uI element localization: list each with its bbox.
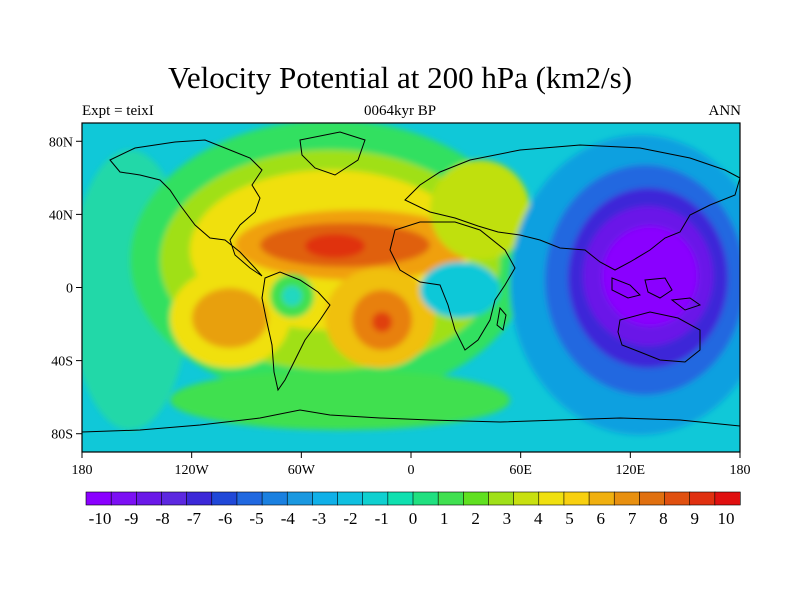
lon-tick-label: 60W <box>288 463 316 478</box>
lon-tick-label: 180 <box>72 463 93 478</box>
colorbar-swatch <box>513 491 540 506</box>
season-label: ANN <box>708 103 742 119</box>
coastlines <box>82 131 740 433</box>
colorbar-swatch <box>261 491 288 506</box>
lon-tick-label: 0 <box>408 463 415 478</box>
coast-antarctica <box>82 409 740 433</box>
colorbar-swatch <box>538 491 565 506</box>
colorbar-swatch <box>387 491 414 506</box>
colorbar-label: 3 <box>503 509 512 528</box>
colorbar-swatch <box>488 491 515 506</box>
colorbar-swatch <box>412 491 439 506</box>
coast-australia <box>617 311 701 363</box>
axis-ticks: 180 120W 60W 0 60E 120E 180 80N 40N 0 40S 80S <box>49 135 751 478</box>
colorbar-label: -5 <box>249 509 263 528</box>
colorbar-swatch <box>714 491 741 506</box>
colorbar-swatch <box>588 491 615 506</box>
colorbar-label: 2 <box>471 509 480 528</box>
colorbar-swatch <box>613 491 640 506</box>
lon-tick-label: 60E <box>509 463 532 478</box>
colorbar-swatch <box>463 491 490 506</box>
coast-north-america <box>109 139 263 277</box>
colorbar-label: 7 <box>628 509 637 528</box>
colorbar-label: 1 <box>440 509 449 528</box>
lat-tick-label: 40S <box>51 355 73 370</box>
time-label: 0064kyr BP <box>363 103 437 119</box>
colorbar-swatch <box>236 491 263 506</box>
coast-madagascar <box>496 306 507 331</box>
colorbar-label: -10 <box>89 509 112 528</box>
colorbar-label: -2 <box>343 509 357 528</box>
coast-eurasia <box>404 144 740 271</box>
colorbar-label: -1 <box>375 509 389 528</box>
colorbar-swatch <box>161 491 188 506</box>
colorbar-label: -8 <box>156 509 170 528</box>
lat-tick-label: 40N <box>49 208 73 223</box>
lat-tick-label: 80S <box>51 428 73 443</box>
experiment-label: Expt = teixI <box>82 103 154 119</box>
colorbar-label: 4 <box>534 509 543 528</box>
colorbar-swatch <box>110 491 137 506</box>
lon-tick-label: 120W <box>175 463 210 478</box>
map-title: Velocity Potential at 200 hPa (km2/s) <box>167 60 633 95</box>
colorbar-swatch <box>639 491 666 506</box>
lon-tick-label: 180 <box>730 463 751 478</box>
colorbar-label: -3 <box>312 509 326 528</box>
colorbar-label: 10 <box>718 509 735 528</box>
colorbar-swatch <box>312 491 339 506</box>
lon-tick-label: 120E <box>616 463 646 478</box>
lat-tick-label: 80N <box>49 135 73 150</box>
colorbar: -10 -9 -8 -7 -6 -5 -4 -3 -2 -1 0 1 2 3 4 5 6 7 8 9 10 <box>85 491 741 528</box>
colorbar-swatch <box>85 491 112 506</box>
coast-greenland <box>299 131 366 176</box>
colorbar-label: 5 <box>565 509 574 528</box>
colorbar-label: -7 <box>187 509 202 528</box>
colorbar-swatch <box>437 491 464 506</box>
colorbar-label: -6 <box>218 509 232 528</box>
field-layer <box>82 123 740 452</box>
colorbar-swatch <box>286 491 313 506</box>
colorbar-swatch <box>689 491 716 506</box>
colorbar-swatch <box>337 491 364 506</box>
colorbar-swatch <box>186 491 213 506</box>
coast-south-america <box>261 271 331 392</box>
colorbar-swatch <box>664 491 691 506</box>
colorbar-swatch <box>136 491 163 506</box>
colorbar-swatch <box>563 491 590 506</box>
colorbar-label: -9 <box>124 509 138 528</box>
colorbar-swatch <box>362 491 389 506</box>
colorbar-label: 8 <box>659 509 668 528</box>
colorbar-swatch <box>211 491 238 506</box>
coast-africa <box>389 221 516 351</box>
coast-maritime-continent <box>611 277 702 311</box>
colorbar-label: 6 <box>597 509 606 528</box>
colorbar-label: 9 <box>690 509 699 528</box>
lat-tick-label: 0 <box>66 282 73 297</box>
colorbar-label: -4 <box>281 509 296 528</box>
colorbar-label: 0 <box>409 509 418 528</box>
